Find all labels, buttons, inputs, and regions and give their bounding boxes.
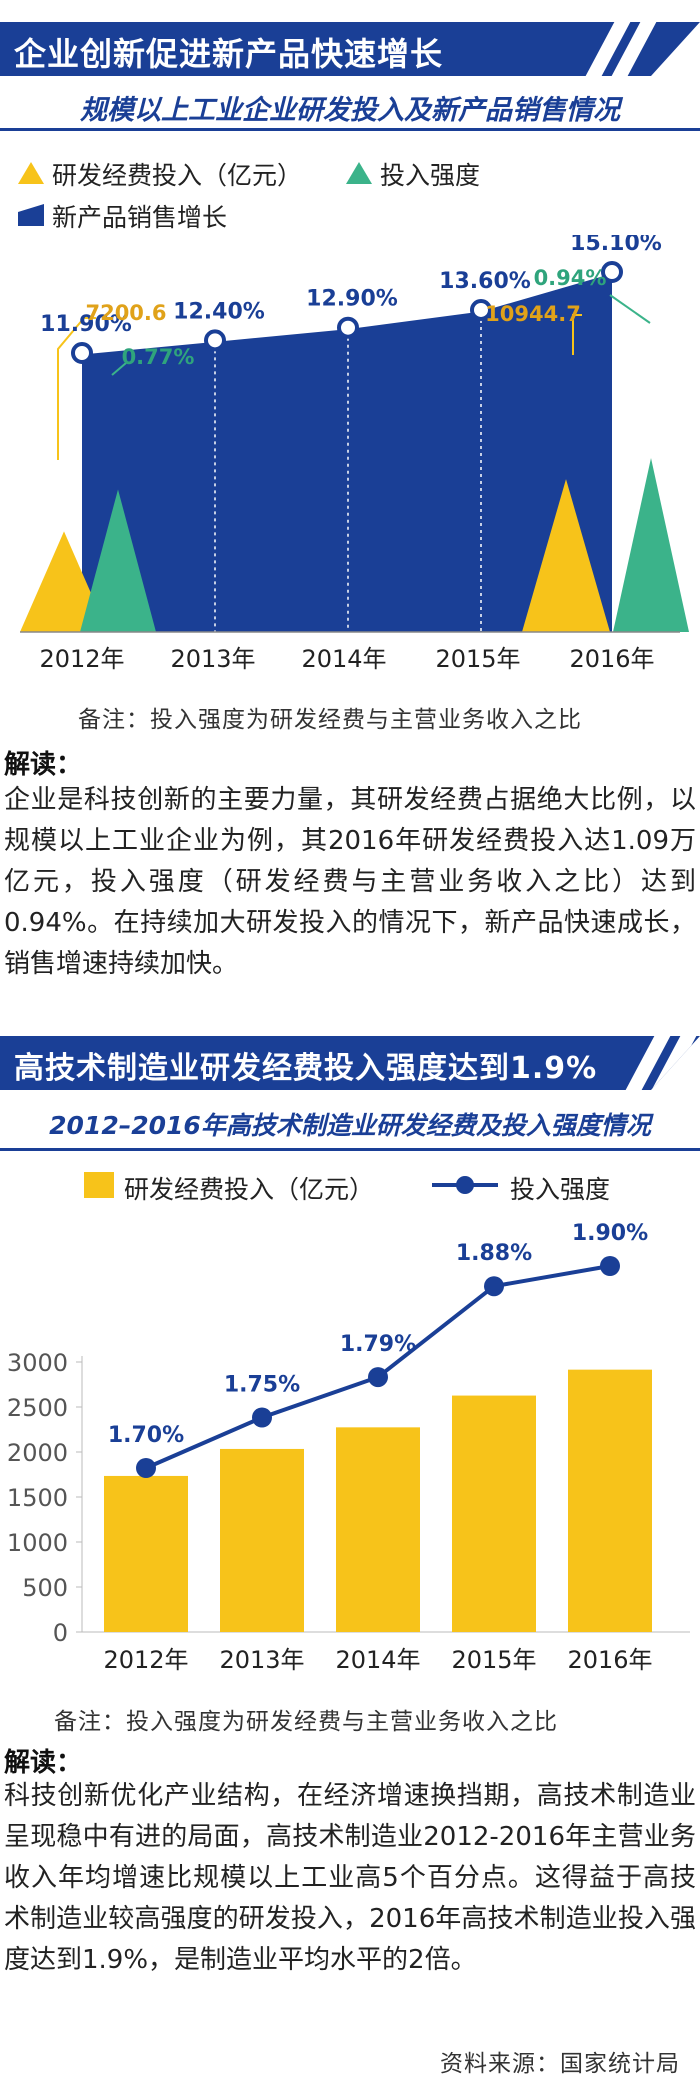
rd-bar-2014年 bbox=[336, 1427, 420, 1632]
legend2-intensity-label: 投入强度 bbox=[510, 1175, 611, 1204]
section1-subtitle: 规模以上工业企业研发投入及新产品销售情况 bbox=[80, 95, 620, 126]
section2-banner-title: 高技术制造业研发经费投入强度达到1.9% bbox=[14, 1051, 598, 1086]
rd-label-2012: 7200.6 bbox=[85, 301, 166, 325]
legend-growth-icon bbox=[18, 204, 44, 226]
section2-note: 备注：投入强度为研发经费与主营业务收入之比 bbox=[54, 1709, 558, 1735]
chart2-ytick-2500: 2500 bbox=[7, 1394, 68, 1422]
rd-triangle-2012年 bbox=[20, 531, 108, 632]
intensity-triangle-2012年 bbox=[80, 489, 156, 632]
intensity-point-2014年 bbox=[368, 1367, 388, 1388]
chart2-xtick-2016年: 2016年 bbox=[567, 1646, 652, 1674]
intensity-label-2013年: 1.75% bbox=[224, 1373, 300, 1398]
intensity-label-2012年: 1.70% bbox=[108, 1423, 184, 1448]
intensity-point-2012年 bbox=[136, 1458, 156, 1478]
section1-note: 备注：投入强度为研发经费与主营业务收入之比 bbox=[78, 707, 582, 733]
chart2-xtick-2014年: 2014年 bbox=[335, 1646, 420, 1674]
intensity-label-2016: 0.94% bbox=[534, 266, 607, 290]
chart2-ytick-500: 500 bbox=[22, 1574, 68, 1602]
chart1-xtick-2014年: 2014年 bbox=[301, 645, 386, 673]
chart2-ytick-3000: 3000 bbox=[7, 1349, 68, 1377]
legend-growth-label: 新产品销售增长 bbox=[52, 203, 228, 232]
legend-intensity-label: 投入强度 bbox=[380, 161, 481, 190]
intensity-label-2015年: 1.88% bbox=[456, 1241, 532, 1266]
growth-point-2016年 bbox=[601, 261, 623, 283]
section2-rule bbox=[0, 1148, 700, 1151]
growth-point-2012年 bbox=[71, 342, 93, 364]
legend2-intensity-line-icon bbox=[432, 1176, 498, 1194]
chart1-xtick-2015年: 2015年 bbox=[435, 645, 520, 673]
growth-label-2012年: 11.90% bbox=[40, 312, 132, 337]
rd-bar-2016年 bbox=[568, 1369, 652, 1632]
chart1-xtick-2016年: 2016年 bbox=[569, 645, 654, 673]
growth-point-2015年 bbox=[470, 298, 492, 321]
chart2-ytick-1000: 1000 bbox=[7, 1529, 68, 1557]
section2-banner: 高技术制造业研发经费投入强度达到1.9% bbox=[0, 1036, 700, 1090]
rd-bar-2015年 bbox=[452, 1395, 536, 1632]
source-credit: 资料来源：国家统计局 bbox=[440, 2051, 680, 2077]
section1-analysis-title: 解读： bbox=[4, 750, 83, 780]
chart-hightech-rd: 0 500 1000 1500 2000 2500 3000 1.70% 1.75% 1.79% 1… bbox=[7, 1221, 690, 1674]
section2-subtitle: 2012–2016年高技术制造业研发经费及投入强度情况 bbox=[49, 1111, 651, 1140]
legend2-rd-swatch bbox=[84, 1172, 114, 1198]
legend-rd-triangle-icon bbox=[18, 162, 44, 184]
chart2-xtick-2013年: 2013年 bbox=[219, 1646, 304, 1674]
section1-banner-title: 企业创新促进新产品快速增长 bbox=[14, 35, 444, 73]
section2-analysis-text: 科技创新优化产业结构，在经济增速换挡期，高技术制造业呈现稳中有进的局面，高技术制… bbox=[4, 1781, 696, 1975]
rd-2012-leader bbox=[57, 317, 96, 460]
intensity-label-2012: 0.77% bbox=[122, 345, 195, 369]
chart1-xtick-2013年: 2013年 bbox=[170, 645, 255, 673]
intensity-2012-leader bbox=[111, 362, 127, 376]
chart2-ytick-0: 0 bbox=[53, 1619, 68, 1647]
chart2-ytick-2000: 2000 bbox=[7, 1439, 68, 1467]
rd-2016-leader bbox=[572, 314, 582, 355]
intensity-2016-leader bbox=[609, 294, 651, 324]
rd-triangle-2016年 bbox=[522, 479, 610, 632]
growth-point-2014年 bbox=[337, 316, 359, 339]
rd-bar-2013年 bbox=[220, 1448, 304, 1632]
legend2-rd-label: 研发经费投入（亿元） bbox=[124, 1175, 375, 1204]
section2-analysis-title: 解读： bbox=[4, 1748, 83, 1778]
chart2-xtick-2015年: 2015年 bbox=[451, 1646, 536, 1674]
chart-rd-and-new-product: 11.90% 12.40% 12.90% 13.60% 15.10% 7200.6 0.77… bbox=[20, 235, 689, 673]
intensity-point-2016年 bbox=[600, 1256, 620, 1276]
section1-analysis-text: 企业是科技创新的主要力量，其研发经费占据绝大比例，以规模以上工业企业为例，其20… bbox=[4, 785, 696, 979]
chart2-ytick-1500: 1500 bbox=[7, 1484, 68, 1512]
section1-banner: 企业创新促进新产品快速增长 bbox=[0, 22, 700, 76]
rd-bar-2012年 bbox=[104, 1475, 188, 1632]
chart1-xtick-2012年: 2012年 bbox=[39, 645, 124, 673]
intensity-point-2013年 bbox=[252, 1407, 272, 1428]
legend-intensity-triangle-icon bbox=[346, 162, 372, 184]
intensity-label-2014年: 1.79% bbox=[340, 1332, 416, 1357]
growth-label-2016年: 15.10% bbox=[570, 235, 662, 256]
growth-label-2014年: 12.90% bbox=[306, 287, 398, 312]
intensity-point-2015年 bbox=[484, 1276, 504, 1297]
legend-rd-label: 研发经费投入（亿元） bbox=[52, 161, 303, 190]
growth-point-2013年 bbox=[204, 329, 226, 352]
intensity-triangle-2016年 bbox=[613, 458, 689, 632]
chart2-xtick-2012年: 2012年 bbox=[103, 1646, 188, 1674]
growth-label-2015年: 13.60% bbox=[439, 269, 531, 294]
intensity-label-2016年: 1.90% bbox=[572, 1221, 648, 1246]
section1-rule bbox=[0, 128, 700, 131]
growth-label-2013年: 12.40% bbox=[173, 299, 265, 324]
rd-label-2016: 10944.7 bbox=[485, 302, 581, 326]
